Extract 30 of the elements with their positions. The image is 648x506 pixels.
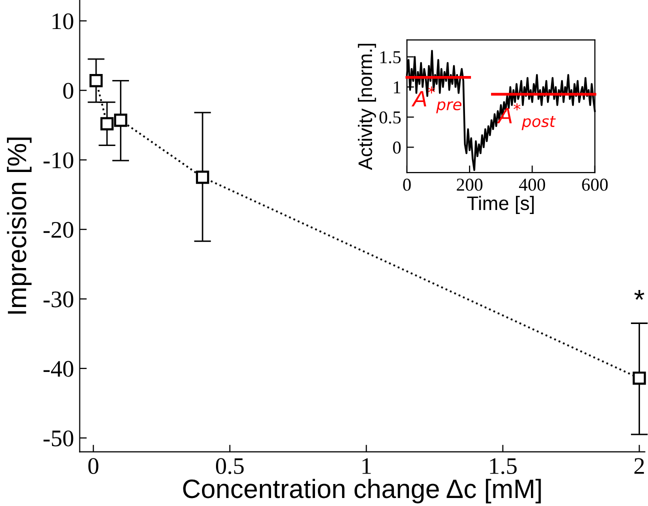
y-tick-label: 1.5 (380, 51, 401, 64)
y-tick-label: -30 (44, 291, 74, 308)
x-tick-label: 0.5 (216, 458, 244, 474)
y-axis-title: Imprecision [%] (6, 138, 32, 314)
y-tick-label: -40 (44, 360, 74, 377)
x-tick-label: 2 (634, 458, 644, 474)
x-tick-label: 0 (88, 458, 98, 474)
y-tick-label: -10 (44, 152, 74, 168)
y-tick-label: -20 (44, 222, 74, 238)
y-tick-label: 0 (393, 141, 401, 154)
x-tick-label: 0 (403, 178, 411, 191)
point (114, 114, 128, 127)
point (632, 372, 646, 385)
point (100, 117, 114, 130)
y-tick-label: 1 (394, 81, 400, 94)
y-axis-title: Activity [norm.] (358, 44, 376, 170)
x-tick-label: 200 (456, 178, 482, 191)
x-tick-label: 1.5 (490, 458, 517, 474)
x-tick-label: 600 (582, 178, 608, 191)
x-tick-label: 1 (362, 458, 371, 474)
x-axis-title: Concentration change Δc [mM] (183, 478, 541, 504)
point (89, 74, 103, 88)
point (196, 170, 210, 184)
y-tick-label: 0.5 (380, 111, 401, 124)
y-tick-label: 0 (63, 82, 74, 99)
y-tick-label: -50 (44, 430, 74, 446)
x-tick-label: 400 (519, 178, 546, 191)
annotation: * (634, 290, 644, 300)
x-axis-title: Time [s] (467, 196, 534, 214)
y-tick-label: 10 (52, 13, 74, 30)
